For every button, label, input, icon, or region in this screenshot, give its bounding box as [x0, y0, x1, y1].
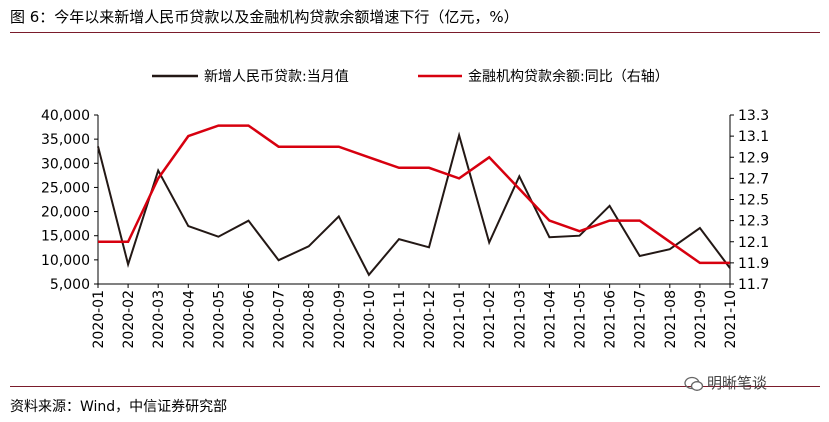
chart: 新增人民币贷款:当月值 金融机构贷款余额:同比（右轴） 5,000 10,000…	[41, 68, 769, 349]
y-right-tick-labels: 11.7 11.9 12.1 12.3 12.5 12.7 12.9 13.1 …	[738, 108, 769, 293]
x-tick-label: 2020-04	[181, 290, 197, 349]
x-tick-label: 2021-03	[512, 290, 528, 349]
y-right-tick: 11.7	[738, 277, 769, 293]
y-left-tick: 40,000	[41, 108, 90, 124]
y-left-tick: 25,000	[41, 180, 90, 196]
y-right-tick: 12.9	[738, 150, 769, 166]
x-tick-label: 2020-05	[211, 290, 227, 349]
source-note: 资料来源：Wind，中信证券研究部	[10, 399, 228, 415]
watermark: 明晰笔谈	[684, 372, 767, 393]
x-tick-label: 2020-07	[272, 290, 288, 349]
x-tick-label: 2020-08	[302, 290, 318, 349]
x-tick-label: 2020-02	[121, 290, 137, 349]
x-tick-label: 2020-09	[332, 290, 348, 349]
y-left-tick: 5,000	[50, 277, 90, 293]
x-tick-labels: 2020-01 2020-02 2020-03 2020-04 2020-05 2020-…	[91, 290, 739, 349]
y-right-tick: 13.1	[738, 129, 769, 145]
x-tick-label: 2020-12	[422, 290, 438, 349]
x-tick-label: 2020-03	[151, 290, 167, 349]
x-tick-label: 2021-01	[452, 290, 468, 349]
chart-legend: 新增人民币贷款:当月值 金融机构贷款余额:同比（右轴）	[152, 68, 669, 85]
x-tick-label: 2021-06	[603, 290, 619, 349]
figure-title: 图 6：今年以来新增人民币贷款以及金融机构贷款余额增速下行（亿元，%）	[10, 8, 519, 26]
y-left-tick-labels: 5,000 10,000 15,000 20,000 25,000 30,000…	[41, 108, 90, 293]
top-divider	[10, 32, 820, 33]
x-tick-label: 2021-05	[573, 290, 589, 349]
x-tick-label: 2020-06	[241, 290, 257, 349]
legend-label-loan-growth: 金融机构贷款余额:同比（右轴）	[468, 68, 669, 85]
x-tick-label: 2021-08	[663, 290, 679, 349]
x-tick-label: 2020-10	[362, 290, 378, 349]
y-left-tick: 20,000	[41, 205, 90, 221]
x-tick-label: 2020-01	[91, 290, 107, 349]
legend-label-new-loans: 新增人民币贷款:当月值	[204, 69, 349, 85]
wechat-icon	[684, 376, 704, 391]
x-tick-label: 2021-04	[542, 290, 558, 349]
series-line-loan-growth	[98, 124, 730, 265]
y-right-tick: 11.9	[738, 256, 769, 272]
chart-series	[97, 124, 731, 277]
x-tick-label: 2021-02	[482, 290, 498, 349]
y-right-tick: 12.7	[738, 171, 769, 187]
y-right-tick: 13.3	[738, 108, 769, 124]
watermark-text: 明晰笔谈	[707, 374, 768, 392]
x-tick-label: 2021-07	[633, 290, 649, 349]
series-line-new-loans	[97, 131, 731, 277]
y-right-tick: 12.1	[738, 235, 769, 251]
y-left-tick: 35,000	[41, 132, 90, 148]
y-left-tick: 15,000	[41, 229, 90, 245]
x-tick-label: 2021-10	[723, 290, 739, 349]
y-left-tick: 30,000	[41, 156, 90, 172]
y-right-tick: 12.5	[738, 193, 769, 209]
bottom-divider	[10, 386, 820, 387]
y-left-tick: 10,000	[41, 253, 90, 269]
x-tick-label: 2020-11	[392, 290, 408, 349]
chart-axes	[94, 114, 734, 288]
y-right-tick: 12.3	[738, 214, 769, 230]
x-tick-label: 2021-09	[693, 290, 709, 349]
